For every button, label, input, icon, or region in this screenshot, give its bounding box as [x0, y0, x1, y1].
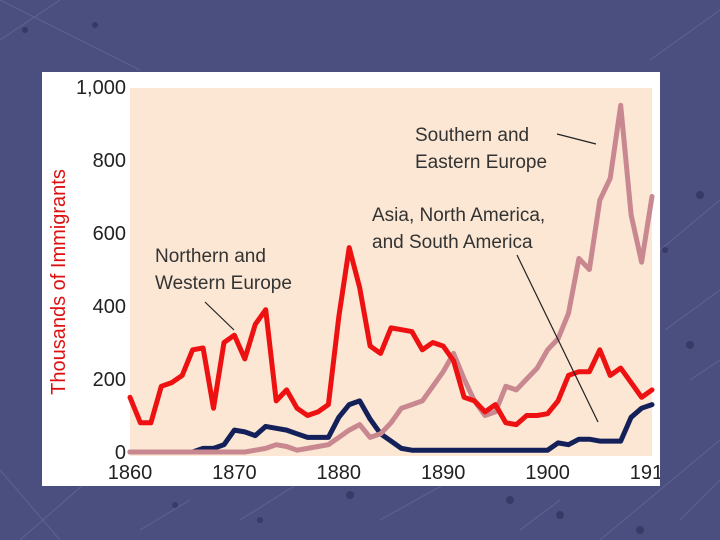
chart-panel: Thousands of Immigrants 0 200 400 600 800 1,0…: [42, 72, 660, 486]
y-tick-label: 200: [93, 369, 126, 391]
y-tick-label: 600: [93, 223, 126, 245]
y-tick-label: 400: [93, 296, 126, 318]
leader-northern-western-europe: [204, 301, 235, 331]
y-axis-title: Thousands of Immigrants: [48, 169, 70, 395]
y-tick-label: 800: [93, 150, 126, 172]
label-southern-eastern-europe: Southern and Eastern Europe: [415, 125, 547, 173]
label-northern-western-europe: Northern and Western Europe: [155, 246, 292, 294]
leader-asia-americas: [516, 254, 599, 423]
y-tick-label: 1,000: [76, 77, 126, 99]
series-line-southern-eastern-europe: [127, 102, 655, 455]
x-tick-label: 1880: [317, 462, 362, 484]
x-tick-label: 1870: [212, 462, 257, 484]
leader-southern-eastern-europe: [556, 133, 597, 145]
y-tick-label: 0: [115, 442, 126, 464]
x-tick-label: 1890: [421, 462, 466, 484]
label-asia-americas: Asia, North America, and South America: [372, 205, 545, 253]
x-tick-label: 1860: [108, 462, 153, 484]
series-line-northern-western-europe: [127, 245, 655, 428]
immigration-line-chart: Thousands of Immigrants 0 200 400 600 800 1,0…: [48, 77, 660, 484]
plot-area: [130, 88, 652, 456]
series-line-asia-americas: [127, 398, 655, 455]
x-tick-label: 1900: [525, 462, 570, 484]
x-tick-label: 1910: [630, 462, 660, 484]
